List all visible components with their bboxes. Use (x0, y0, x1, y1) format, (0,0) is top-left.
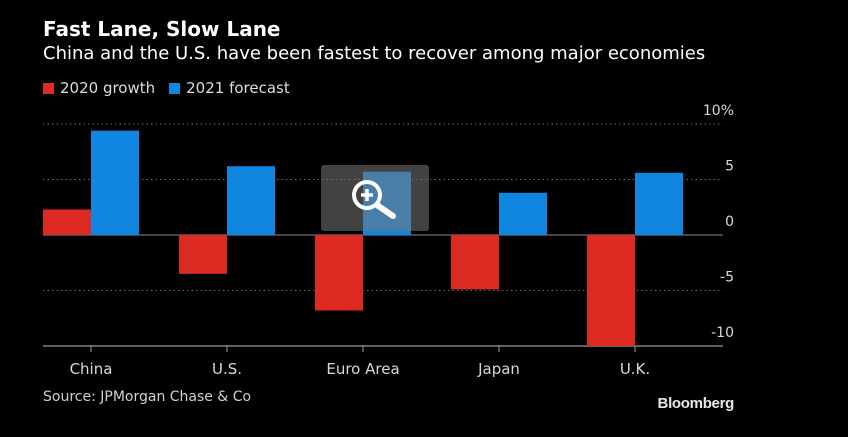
chart-title: Fast Lane, Slow Lane (43, 17, 281, 41)
legend-swatch-red (43, 82, 54, 94)
legend-label: 2020 growth (60, 79, 156, 97)
legend-item-2021-forecast: 2021 forecast (169, 79, 290, 97)
bar-2021-china (91, 130, 139, 235)
x-tick-label: China (70, 360, 113, 378)
y-tick-label: -10 (711, 325, 734, 341)
y-tick-label: 5 (725, 159, 734, 175)
bar-2021-u-k (635, 172, 683, 235)
legend-swatch-blue (169, 82, 181, 94)
bar-2020-u-s (179, 235, 227, 274)
bar-2021-japan (499, 192, 547, 235)
bloomberg-logo: Bloomberg (657, 395, 735, 412)
x-tick-label: Japan (477, 360, 520, 378)
y-tick-label: 0 (725, 214, 734, 230)
zoom-in-icon (352, 180, 396, 219)
bar-2021-u-s (227, 166, 275, 235)
legend-label: 2021 forecast (186, 79, 290, 97)
y-tick-label: 10% (703, 103, 734, 119)
bar-2020-japan (451, 235, 499, 290)
bar-2020-u-k (587, 235, 635, 346)
legend: 2020 growth 2021 forecast (43, 79, 304, 97)
legend-item-2020-growth: 2020 growth (43, 79, 155, 97)
x-tick-label: U.S. (212, 360, 242, 378)
zoom-button[interactable] (321, 165, 429, 231)
chart-subtitle: China and the U.S. have been fastest to … (43, 43, 706, 64)
bar-2020-euro-area (315, 235, 363, 311)
y-tick-label: -5 (720, 270, 734, 286)
source-note: Source: JPMorgan Chase & Co (43, 389, 252, 405)
bar-2020-china (43, 209, 91, 235)
x-tick-label: Euro Area (326, 360, 399, 378)
x-tick-label: U.K. (620, 360, 650, 378)
